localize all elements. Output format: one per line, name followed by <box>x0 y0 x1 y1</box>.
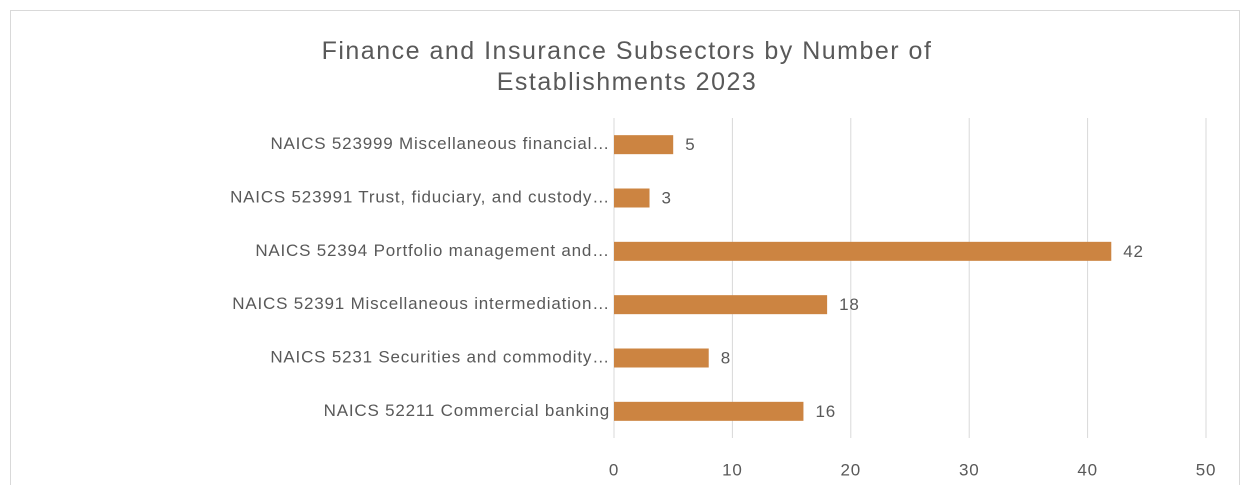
bar <box>614 401 804 421</box>
data-label: 8 <box>721 348 731 367</box>
y-tick-label: NAICS 523999 Miscellaneous financial… <box>270 134 610 153</box>
chart-frame <box>10 10 1240 485</box>
x-tick-label: 20 <box>841 460 862 479</box>
y-tick-label: NAICS 52394 Portfolio management and… <box>255 241 610 260</box>
x-tick-label: 40 <box>1077 460 1098 479</box>
y-tick-label: NAICS 52391 Miscellaneous intermediation… <box>232 294 610 313</box>
y-tick-label: NAICS 52211 Commercial banking <box>324 401 610 420</box>
x-tick-label: 10 <box>722 460 743 479</box>
y-tick-label: NAICS 5231 Securities and commodity… <box>270 347 610 366</box>
x-tick-label: 50 <box>1196 460 1217 479</box>
data-label: 42 <box>1123 242 1144 261</box>
bar <box>614 348 709 368</box>
data-label: 18 <box>839 295 860 314</box>
x-tick-label: 0 <box>609 460 619 479</box>
chart-title: Finance and Insurance Subsectors by Numb… <box>321 37 933 96</box>
bar <box>614 188 650 208</box>
data-label: 5 <box>685 135 695 154</box>
data-label: 16 <box>815 402 836 421</box>
x-tick-label: 30 <box>959 460 980 479</box>
bar <box>614 241 1112 261</box>
bar <box>614 135 674 155</box>
data-label: 3 <box>662 188 672 207</box>
bar <box>614 295 828 315</box>
y-tick-label: NAICS 523991 Trust, fiduciary, and custo… <box>230 187 610 206</box>
